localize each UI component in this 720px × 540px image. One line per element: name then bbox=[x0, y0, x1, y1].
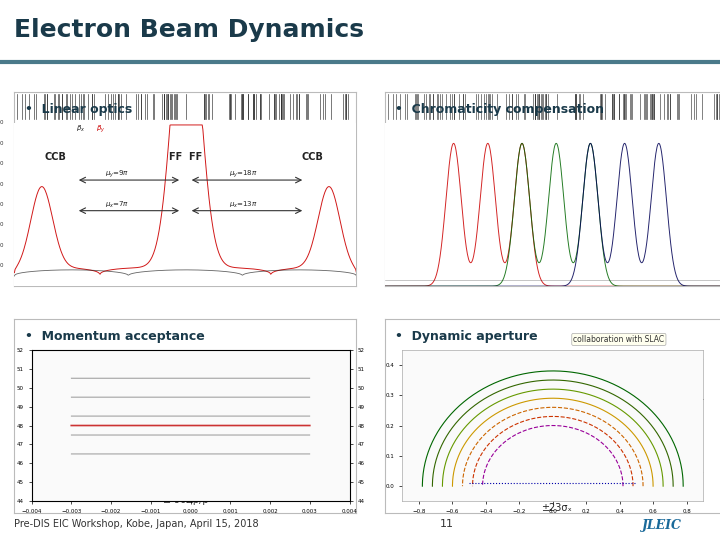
Text: •  Linear optics: • Linear optics bbox=[24, 104, 132, 117]
Text: Pre-DIS EIC Workshop, Kobe, Japan, April 15, 2018: Pre-DIS EIC Workshop, Kobe, Japan, April… bbox=[14, 518, 259, 529]
Text: 72σᵧ: 72σᵧ bbox=[695, 395, 705, 418]
Text: ±23σₓ: ±23σₓ bbox=[541, 503, 572, 513]
Text: ± 9σ∆p/p: ± 9σ∆p/p bbox=[163, 495, 208, 505]
Text: •  Chromaticity compensation: • Chromaticity compensation bbox=[395, 104, 605, 117]
Text: collaboration with SLAC: collaboration with SLAC bbox=[573, 335, 665, 344]
Text: •  Momentum acceptance: • Momentum acceptance bbox=[24, 330, 204, 343]
Text: JLEIC: JLEIC bbox=[642, 518, 683, 532]
Text: Electron Beam Dynamics: Electron Beam Dynamics bbox=[14, 18, 364, 42]
Text: •  Dynamic aperture: • Dynamic aperture bbox=[395, 330, 538, 343]
Text: 11: 11 bbox=[439, 518, 454, 529]
